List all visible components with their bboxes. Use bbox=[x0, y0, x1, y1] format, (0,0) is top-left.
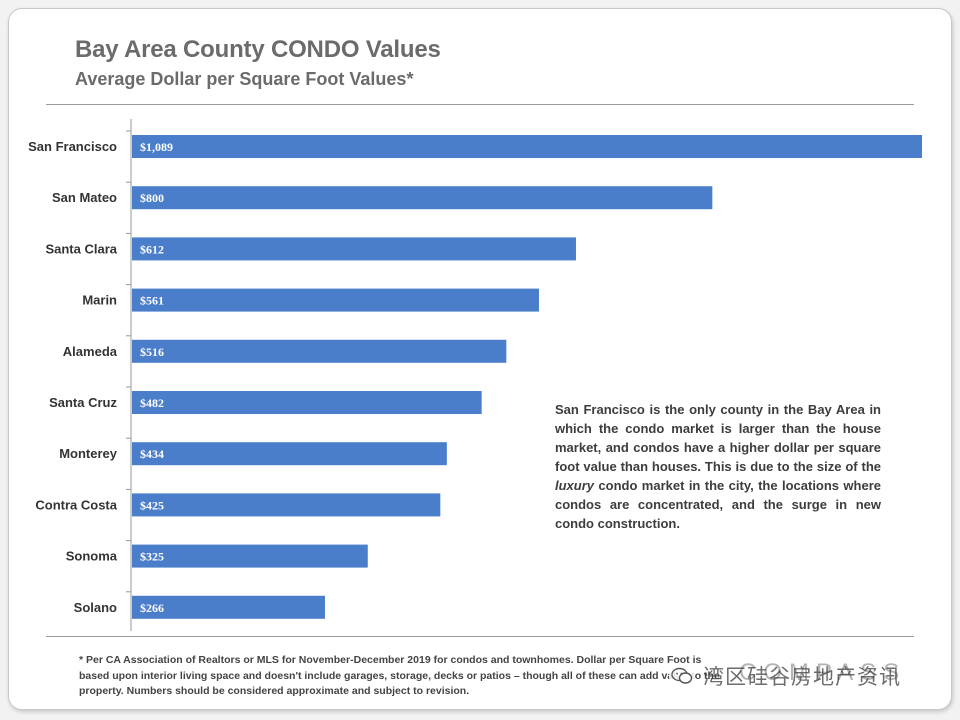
bar bbox=[132, 237, 576, 261]
watermark-text: 湾区硅谷房地产资讯 bbox=[703, 666, 901, 689]
compass-logo-text: COMPASS bbox=[739, 659, 907, 686]
bar bbox=[132, 186, 713, 210]
annotation-part-1: San Francisco is the only county in the … bbox=[555, 402, 881, 474]
data-label: $612 bbox=[140, 242, 164, 256]
bar bbox=[132, 339, 507, 363]
slide: Bay Area County CONDO Values Average Dol… bbox=[8, 8, 952, 710]
category-label: Contra Costa bbox=[35, 497, 117, 512]
footnote: * Per CA Association of Realtors or MLS … bbox=[79, 654, 720, 697]
annotation-text: San Francisco is the only county in the … bbox=[555, 400, 881, 533]
chart-subtitle: Average Dollar per Square Foot Values* bbox=[75, 69, 414, 89]
bottom-divider bbox=[46, 636, 914, 637]
bar bbox=[132, 288, 539, 312]
category-label: San Mateo bbox=[52, 190, 117, 205]
wechat-icon bbox=[669, 663, 695, 689]
chart-title: Bay Area County CONDO Values bbox=[75, 36, 441, 63]
category-label: Santa Clara bbox=[45, 241, 117, 256]
annotation-part-2: condo market in the city, the locations … bbox=[555, 478, 881, 531]
category-label: Sonoma bbox=[66, 549, 118, 564]
data-label: $1,089 bbox=[140, 140, 173, 154]
data-label: $482 bbox=[140, 396, 164, 410]
category-label: Marin bbox=[82, 293, 117, 308]
category-label: Santa Cruz bbox=[49, 395, 117, 410]
data-label: $516 bbox=[140, 345, 164, 359]
data-label: $266 bbox=[140, 601, 164, 615]
bar bbox=[132, 493, 441, 517]
bar bbox=[132, 544, 368, 568]
bar bbox=[132, 391, 482, 414]
category-label: San Francisco bbox=[28, 139, 117, 154]
category-label: Monterey bbox=[59, 446, 118, 461]
data-label: $325 bbox=[140, 550, 164, 564]
bar bbox=[132, 595, 325, 619]
data-label: $434 bbox=[140, 447, 164, 461]
category-label: Alameda bbox=[63, 344, 118, 359]
data-label: $425 bbox=[140, 498, 164, 512]
bar-chart: San Francisco $1,089 San Mateo $800 Santa Cl… bbox=[28, 119, 922, 631]
category-label: Solano bbox=[74, 600, 117, 615]
annotation-emphasis: luxury bbox=[555, 478, 595, 493]
data-label: $561 bbox=[140, 294, 164, 308]
wechat-watermark: 湾区硅谷房地产资讯 bbox=[669, 659, 901, 693]
data-label: $800 bbox=[140, 191, 164, 205]
bar bbox=[132, 135, 922, 158]
bar bbox=[132, 442, 447, 466]
top-divider bbox=[46, 104, 914, 105]
